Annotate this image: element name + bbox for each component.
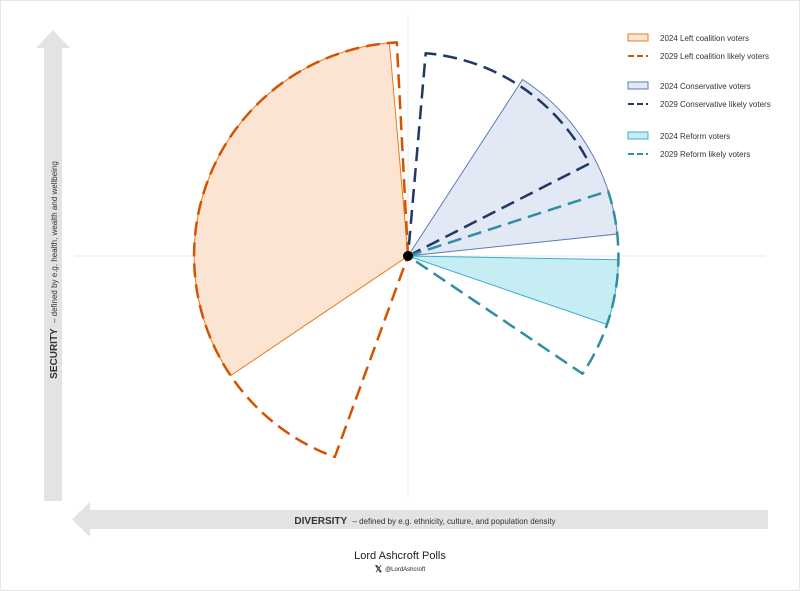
y-axis-label-bold: SECURITY: [49, 328, 60, 379]
legend: 2024 Left coalition voters 2029 Left coal…: [627, 33, 771, 159]
legend-entry-2029-left-coalition-likely-voters: 2029 Left coalition likely voters: [628, 52, 769, 61]
x-axis-label: DIVERSITY – defined by e.g. ethnicity, c…: [294, 516, 555, 527]
legend-label: 2024 Left coalition voters: [660, 34, 749, 43]
legend-swatch: [627, 81, 649, 90]
legend-label: 2029 Conservative likely voters: [660, 100, 771, 109]
x-logo-icon: 𝕏: [374, 564, 383, 574]
legend-label: 2024 Conservative voters: [660, 82, 751, 91]
wedge-2024-reform-voters: [407, 255, 619, 326]
x-axis-label-rest: – defined by e.g. ethnicity, culture, an…: [352, 517, 555, 526]
legend-swatch: [627, 131, 649, 140]
legend-entry-2024-left-coalition-voters: 2024 Left coalition voters: [627, 33, 749, 43]
source-handle-row: 𝕏 @LordAshcroft: [0, 564, 800, 575]
twitter-handle: @LordAshcroft: [385, 567, 426, 573]
wedge-2024-left-coalition-voters: [193, 42, 409, 377]
wedge-2029-conservative-likely-voters: [406, 51, 591, 258]
y-axis-label: SECURITY – defined by e.g. health, wealt…: [49, 161, 60, 379]
y-axis-arrow: [36, 30, 70, 501]
wedge-2029-left-coalition-likely-voters: [192, 41, 410, 459]
legend-swatch: [627, 33, 649, 42]
y-axis-label-rest: – defined by e.g. health, wealth and wel…: [50, 161, 59, 323]
legend-entry-2024-conservative-voters: 2024 Conservative voters: [627, 81, 751, 91]
legend-label: 2029 Reform likely voters: [660, 150, 750, 159]
wedge-2024-conservative-voters: [407, 78, 618, 257]
legend-entry-2029-reform-likely-voters: 2029 Reform likely voters: [628, 150, 750, 159]
legend-entry-2029-conservative-likely-voters: 2029 Conservative likely voters: [628, 100, 771, 109]
legend-entry-2024-reform-voters: 2024 Reform voters: [627, 131, 730, 141]
x-axis-arrow: [72, 502, 768, 537]
legend-label: 2029 Left coalition likely voters: [660, 52, 769, 61]
wedge-2029-reform-likely-voters: [406, 189, 620, 375]
x-axis-label-bold: DIVERSITY: [294, 516, 347, 527]
wedge-layer: [192, 41, 620, 459]
legend-label: 2024 Reform voters: [660, 132, 730, 141]
origin-dot: [403, 251, 413, 261]
source-title: Lord Ashcroft Polls: [354, 550, 446, 562]
